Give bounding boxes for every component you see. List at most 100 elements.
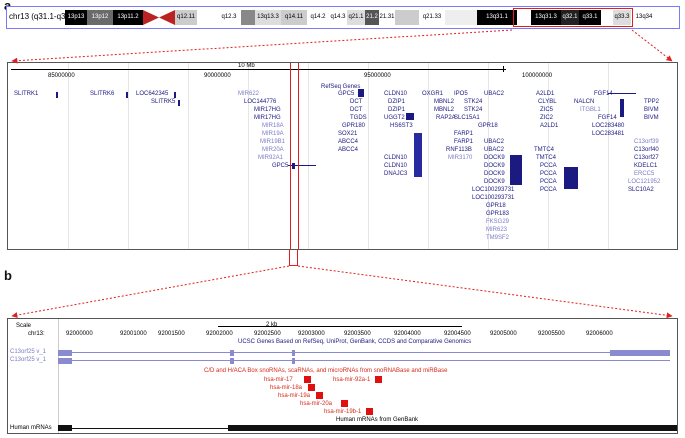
- gene-label[interactable]: FARP1: [454, 131, 474, 137]
- mirna-marker[interactable]: [366, 408, 373, 415]
- gene-label[interactable]: GPR183: [486, 211, 510, 217]
- mirna-label[interactable]: hsa-mir-18a: [270, 385, 303, 391]
- gene-label[interactable]: FGF14: [594, 91, 613, 97]
- gene-label[interactable]: RNF113B: [446, 147, 472, 153]
- genome-browser-panel-a[interactable]: 10 Mb 85000000 90000000 95000000 1000000…: [7, 62, 678, 250]
- gene-label[interactable]: ABCC4: [338, 139, 359, 145]
- mrna-bar[interactable]: [228, 425, 677, 431]
- gene-label[interactable]: TGDS: [350, 115, 367, 121]
- gene-label[interactable]: LOC283480: [592, 123, 625, 129]
- mirna-marker[interactable]: [316, 392, 323, 399]
- gene-label[interactable]: PCCA: [540, 187, 557, 193]
- gene-label[interactable]: UBAC2: [484, 139, 505, 145]
- mirna-marker[interactable]: [304, 376, 311, 383]
- gene-label[interactable]: PCCA: [540, 171, 557, 177]
- gene-label[interactable]: LOC642345: [136, 91, 169, 97]
- gene-label[interactable]: STK24: [464, 99, 483, 105]
- gene-label[interactable]: LOC100293731: [472, 195, 515, 201]
- gene-label[interactable]: SLITRK5: [151, 99, 176, 105]
- gene-label[interactable]: MIR20A: [262, 147, 284, 153]
- gene-label[interactable]: MIR17HG: [254, 107, 281, 113]
- gene-label[interactable]: C13orf27: [634, 155, 659, 161]
- ideogram-selection-box[interactable]: [513, 8, 633, 27]
- chromosome-ideogram[interactable]: chr13 (q31.1-q33.1) 13p13 13p12 13p11.2 …: [6, 6, 680, 29]
- gene-label[interactable]: ITGBL1: [580, 107, 601, 113]
- gene-label[interactable]: ERCC5: [634, 171, 655, 177]
- gene-label[interactable]: MIR19A: [262, 131, 284, 137]
- gene-label[interactable]: IPO5: [454, 91, 468, 97]
- gene-label[interactable]: UBAC2: [484, 91, 505, 97]
- mirna-marker[interactable]: [341, 400, 348, 407]
- gene-label[interactable]: UGGT2: [384, 115, 405, 121]
- gene-label[interactable]: TMTC4: [534, 147, 554, 153]
- gene-label[interactable]: FARP1: [454, 139, 474, 145]
- gene-label[interactable]: SLITRK1: [14, 91, 39, 97]
- gene-label[interactable]: ZIC5: [540, 107, 554, 113]
- gene-label[interactable]: MIR17HG: [254, 115, 281, 121]
- gene-label[interactable]: STK24: [464, 107, 483, 113]
- gene-label[interactable]: SOX21: [338, 131, 358, 137]
- gene-label[interactable]: MIR18A: [262, 123, 284, 129]
- isoform-label[interactable]: C13orf25 v_1: [10, 357, 47, 363]
- gene-label[interactable]: MBNL2: [434, 107, 455, 113]
- gene-label[interactable]: MIR92A1: [258, 155, 284, 161]
- gene-label[interactable]: KDELC1: [634, 163, 658, 169]
- mrna-bar[interactable]: [58, 425, 72, 431]
- gene-label[interactable]: DNAJC3: [384, 171, 408, 177]
- gene-label[interactable]: BIVM: [644, 107, 659, 113]
- gene-label[interactable]: DZIP1: [388, 107, 406, 113]
- gene-label[interactable]: FGF14: [598, 115, 617, 121]
- mirna-label[interactable]: hsa-mir-19b-1: [324, 409, 362, 415]
- gene-label[interactable]: DCT: [350, 99, 363, 105]
- gene-label[interactable]: C13orf39: [634, 139, 659, 145]
- gene-label[interactable]: GPC5: [272, 163, 289, 169]
- mirna-label[interactable]: hsa-mir-20a: [300, 401, 333, 407]
- gene-label[interactable]: A2LD1: [540, 123, 559, 129]
- gene-label[interactable]: LOC283481: [592, 131, 625, 137]
- gene-label[interactable]: LOC121952: [628, 179, 661, 185]
- gene-label[interactable]: MBNL2: [434, 99, 455, 105]
- gene-label[interactable]: GPC5: [338, 91, 355, 97]
- gene-label[interactable]: DOCK9: [484, 155, 505, 161]
- gene-label[interactable]: C13orf40: [634, 147, 659, 153]
- gene-model[interactable]: [58, 358, 670, 364]
- gene-label[interactable]: DCT: [350, 107, 363, 113]
- gene-label[interactable]: OXGR1: [422, 91, 444, 97]
- gene-label[interactable]: SLC15A1: [454, 115, 480, 121]
- gene-label[interactable]: PCCA: [540, 179, 557, 185]
- gene-label[interactable]: BIVM: [644, 115, 659, 121]
- gene-label[interactable]: TMTC4: [536, 155, 556, 161]
- mirna-label[interactable]: hsa-mir-17: [264, 377, 293, 383]
- gene-label[interactable]: CLYBL: [538, 99, 557, 105]
- gene-label[interactable]: DOCK9: [484, 171, 505, 177]
- gene-label[interactable]: GPR180: [342, 123, 366, 129]
- gene-label[interactable]: NALCN: [574, 99, 595, 105]
- gene-label[interactable]: ZIC2: [540, 115, 554, 121]
- gene-label[interactable]: MIR623: [486, 227, 508, 233]
- gene-label[interactable]: A2LD1: [536, 91, 555, 97]
- gene-label[interactable]: TPP2: [644, 99, 660, 105]
- gene-model[interactable]: [58, 350, 670, 356]
- gene-label[interactable]: TM9SF2: [486, 235, 510, 241]
- gene-label[interactable]: LOC100293731: [472, 187, 515, 193]
- gene-label[interactable]: FKSG29: [486, 219, 510, 225]
- gene-label[interactable]: MIR19B1: [260, 139, 286, 145]
- mirna-label[interactable]: hsa-mir-92a-1: [333, 377, 371, 383]
- gene-label[interactable]: DOCK9: [484, 163, 505, 169]
- gene-label[interactable]: SLITRK6: [90, 91, 115, 97]
- gene-label[interactable]: PCCA: [540, 163, 557, 169]
- mirna-marker[interactable]: [308, 384, 315, 391]
- isoform-label[interactable]: C13orf25 v_1: [10, 349, 47, 355]
- gene-label[interactable]: MIR622: [238, 91, 260, 97]
- genome-browser-panel-b[interactable]: Scale chr13: 2 kb 92000000 92001000 9200…: [7, 318, 678, 434]
- gene-label[interactable]: MIR3170: [448, 155, 473, 161]
- gene-label[interactable]: LOC144776: [244, 99, 277, 105]
- gene-label[interactable]: DOCK9: [484, 179, 505, 185]
- gene-label[interactable]: GPR18: [478, 123, 498, 129]
- track-label[interactable]: Human mRNAs: [10, 425, 52, 431]
- gene-label[interactable]: DZIP1: [388, 99, 406, 105]
- mirna-label[interactable]: hsa-mir-19a: [278, 393, 311, 399]
- mirna-marker[interactable]: [375, 376, 382, 383]
- gene-label[interactable]: CLDN10: [384, 163, 408, 169]
- zoom-region-box[interactable]: [290, 63, 299, 249]
